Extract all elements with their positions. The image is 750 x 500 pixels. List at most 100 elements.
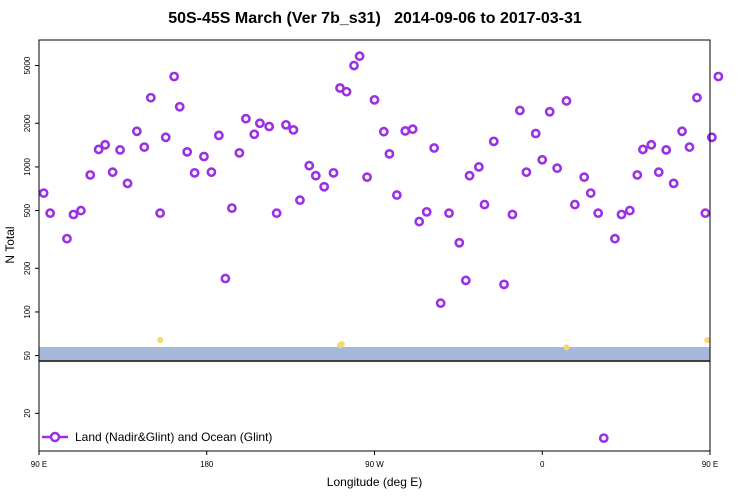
data-point <box>537 154 548 165</box>
data-point <box>677 126 687 137</box>
data-point <box>76 205 86 216</box>
data-point <box>213 130 224 141</box>
data-point <box>328 167 339 178</box>
data-point <box>391 190 402 200</box>
data-point <box>199 151 209 162</box>
data-point <box>598 433 609 443</box>
data-point <box>145 92 156 103</box>
data-point <box>473 162 484 172</box>
x-tick-label: 90 E <box>31 460 47 469</box>
data-point <box>249 129 260 140</box>
data-point <box>62 233 72 244</box>
data-point <box>454 237 465 248</box>
data-point <box>435 298 446 309</box>
x-axis-ticks: 90 E 180 90 W 0 90 E <box>31 451 718 469</box>
y-axis-ticks: 20 50 100 200 500 1000 2000 5000 <box>23 56 39 418</box>
data-point <box>68 209 79 220</box>
legend: Land (Nadir&Glint) and Ocean (Glint) <box>42 430 272 444</box>
data-point <box>354 51 365 62</box>
data-point <box>234 147 245 158</box>
data-point <box>507 209 518 220</box>
data-point <box>585 188 596 198</box>
land-marker <box>157 337 164 344</box>
data-point <box>684 142 695 152</box>
y-tick-label: 20 <box>23 408 32 417</box>
y-tick-label: 50 <box>23 351 32 360</box>
data-point <box>706 132 717 143</box>
data-point <box>85 170 96 180</box>
data-point <box>661 145 672 155</box>
data-point <box>349 60 359 71</box>
y-tick-label: 100 <box>23 305 32 319</box>
data-point <box>561 96 572 106</box>
data-point <box>400 126 411 136</box>
data-point <box>122 178 133 189</box>
data-point <box>521 167 532 178</box>
data-point <box>414 216 425 227</box>
x-tick-label: 90 W <box>365 460 384 469</box>
data-point <box>100 139 111 150</box>
data-point <box>653 167 664 178</box>
data-point <box>593 208 604 219</box>
data-point <box>271 208 282 219</box>
data-point <box>155 208 166 219</box>
data-point <box>369 94 380 105</box>
data-point <box>544 106 555 117</box>
data-point <box>160 132 171 143</box>
x-tick-label: 180 <box>200 460 214 469</box>
data-point <box>384 148 395 159</box>
chart-title: 50S-45S March (Ver 7b_s31) 2014-09-06 to… <box>168 10 582 27</box>
data-point <box>569 199 580 210</box>
data-point <box>254 118 265 129</box>
data-point <box>310 170 321 181</box>
data-point <box>579 172 590 183</box>
land-marker <box>563 344 570 351</box>
data-point <box>139 142 150 152</box>
data-point <box>624 205 635 216</box>
land-markers <box>157 337 711 351</box>
data-point <box>115 145 125 155</box>
plot-frame <box>38 39 711 452</box>
y-axis-label: N Total <box>3 226 17 264</box>
data-point <box>240 113 251 124</box>
data-point <box>281 119 291 130</box>
data-point <box>668 178 679 189</box>
y-tick-label: 5000 <box>23 56 32 74</box>
data-point <box>499 279 509 290</box>
data-point <box>182 146 193 157</box>
data-point <box>464 170 475 181</box>
data-point <box>638 144 648 155</box>
data-point <box>206 167 217 178</box>
data-point <box>646 139 657 150</box>
data-point <box>444 208 454 219</box>
data-point <box>488 136 499 147</box>
data-point <box>174 101 185 112</box>
data-point <box>429 143 440 153</box>
data-point <box>288 124 299 135</box>
data-point <box>169 71 180 82</box>
data-point <box>421 206 432 217</box>
data-point <box>93 144 104 155</box>
x-axis-label: Longitude (deg E) <box>326 475 423 489</box>
data-point <box>341 86 352 97</box>
data-point <box>610 233 620 244</box>
data-point <box>295 195 305 206</box>
data-point <box>616 209 627 220</box>
data-point <box>227 203 237 214</box>
data-point <box>692 92 702 103</box>
data-point <box>264 121 275 132</box>
data-point <box>45 208 56 219</box>
data-point <box>479 199 490 210</box>
data-point <box>319 181 330 192</box>
data-point <box>38 188 49 198</box>
data-point <box>460 275 471 286</box>
data-point <box>552 163 563 174</box>
data-point <box>107 167 118 178</box>
data-point <box>362 172 372 183</box>
missing-data-band <box>39 347 710 360</box>
y-tick-label: 2000 <box>23 114 32 132</box>
data-point <box>514 105 525 116</box>
data-point <box>700 208 711 219</box>
data-point <box>713 71 724 82</box>
data-point <box>530 128 541 139</box>
